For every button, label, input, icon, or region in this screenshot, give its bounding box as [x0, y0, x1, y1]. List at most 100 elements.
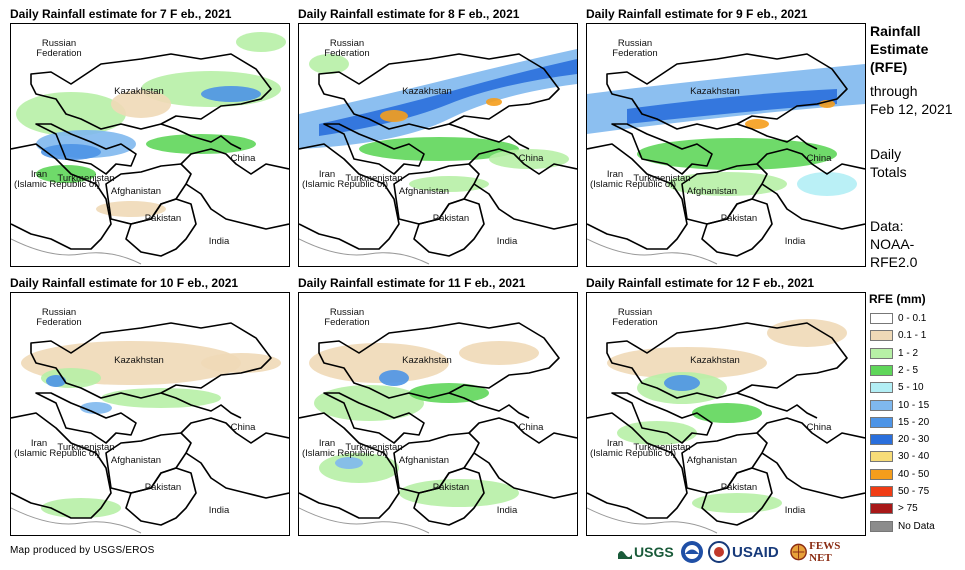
map-panel-feb9: Russian Federation Kazakhstan Turkmenistan I…: [586, 23, 866, 267]
label-russia: Federation: [36, 317, 82, 328]
rainfall-area: [745, 119, 769, 129]
usaid-seal-icon: [708, 541, 730, 563]
label-china: China: [806, 422, 832, 433]
country-border: [413, 198, 485, 257]
label-iran: Iran: [318, 169, 336, 180]
fewsnet-text: FEWS NET: [809, 540, 841, 564]
legend-swatch: [870, 451, 893, 463]
coastline: [587, 507, 718, 534]
legend-label: 0.1 - 1: [898, 330, 927, 342]
label-pakistan: Pakistan: [432, 213, 470, 224]
country-border: [413, 467, 485, 526]
rainfall-area: [797, 172, 857, 196]
side-through: through: [870, 83, 918, 99]
country-border: [468, 148, 577, 175]
rainfall-area: [692, 493, 782, 513]
label-iran: Iran: [30, 169, 48, 180]
country-border: [318, 322, 560, 399]
label-iran: Iran: [606, 169, 624, 180]
map-credit: Map produced by USGS/EROS: [10, 545, 155, 556]
side-title-estimate: Estimate: [870, 41, 929, 57]
panel-title-feb7: Daily Rainfall estimate for 7 F eb., 202…: [10, 7, 232, 21]
side-rfe2: RFE2.0: [870, 254, 918, 270]
label-kazakhstan: Kazakhstan: [114, 86, 164, 97]
legend-label: 0 - 0.1: [898, 313, 927, 324]
country-border: [125, 467, 197, 526]
rainfall-area: [201, 86, 261, 102]
panel-title-feb9: Daily Rainfall estimate for 9 F eb., 202…: [586, 7, 808, 21]
label-iran: (Islamic Republic of): [13, 448, 101, 459]
country-border: [587, 143, 688, 250]
label-russia: Federation: [324, 317, 370, 328]
legend-item: No Data: [870, 520, 965, 534]
legend-item: 10 - 15: [870, 399, 965, 413]
rainfall-area: [399, 479, 519, 507]
rainfall-area: [380, 110, 408, 122]
side-title-rfe: (RFE): [870, 59, 908, 75]
country-border: [323, 123, 425, 175]
label-russia: Federation: [324, 48, 370, 59]
legend-label: 1 - 2: [898, 347, 919, 359]
legend-label: 40 - 50: [898, 468, 930, 480]
side-data: Data:: [870, 218, 904, 234]
map-panel-feb8: Russian Federation Kazakhstan Turkmenistan I…: [298, 23, 578, 267]
rainfall-area: [667, 172, 787, 196]
rainfall-area: [637, 138, 837, 170]
legend-label: 50 - 75: [898, 486, 930, 497]
label-afghanistan: Afghanistan: [110, 455, 162, 466]
country-border: [30, 53, 272, 130]
label-iran: Iran: [30, 438, 48, 449]
label-china: China: [806, 153, 832, 164]
label-kazakhstan: Kazakhstan: [402, 355, 452, 366]
label-iran: (Islamic Republic of): [589, 448, 677, 459]
rainfall-area: [101, 388, 221, 408]
label-india: India: [784, 505, 806, 516]
country-border: [30, 322, 272, 399]
label-india: India: [208, 236, 230, 247]
rainfall-area: [664, 375, 700, 391]
label-china: China: [230, 422, 256, 433]
label-iran: (Islamic Republic of): [589, 179, 677, 190]
legend-label: 2 - 5: [898, 364, 919, 376]
legend-item: 50 - 75: [870, 485, 965, 499]
label-pakistan: Pakistan: [144, 482, 182, 493]
rainfall-area: [16, 92, 126, 136]
side-noaa: NOAA-: [870, 236, 915, 252]
country-border: [160, 392, 242, 419]
agency-logos: USGS USAID FEWS NET: [618, 538, 863, 566]
label-china: China: [230, 153, 256, 164]
label-russia: Russian: [41, 38, 77, 49]
label-russia: Russian: [617, 307, 653, 318]
rainfall-map-graphic: [587, 53, 865, 265]
map-panel-feb11: Russian Federation Kazakhstan Turkmenistan I…: [298, 292, 578, 536]
side-daily: Daily: [870, 146, 902, 162]
side-totals: Totals: [870, 164, 907, 180]
noaa-seal-icon: [681, 541, 703, 563]
rainfall-area: [111, 90, 171, 118]
rainfall-area: [41, 498, 121, 518]
label-russia: Federation: [36, 48, 82, 59]
country-border: [736, 123, 818, 150]
label-turkmenistan: Turkmenistan: [345, 173, 403, 184]
label-afghanistan: Afghanistan: [398, 186, 450, 197]
country-border: [318, 53, 560, 130]
legend-swatch: [870, 486, 893, 497]
country-border: [701, 198, 773, 257]
country-border: [448, 123, 530, 150]
rainfall-area: [146, 134, 256, 154]
rainfall-area: [309, 54, 349, 74]
label-turkmenistan: Turkmenistan: [633, 173, 691, 184]
usgs-logo: USGS: [618, 538, 678, 566]
legend-swatch: [870, 313, 893, 324]
coastline: [587, 238, 718, 265]
legend-item: 0.1 - 1: [870, 329, 965, 343]
label-russia: Federation: [612, 48, 658, 59]
coastline: [299, 507, 430, 534]
usgs-wave-icon: [618, 551, 632, 559]
label-turkmenistan: Turkmenistan: [57, 442, 115, 453]
legend-item: 20 - 30: [870, 433, 965, 447]
label-india: India: [496, 236, 518, 247]
country-border: [468, 417, 577, 444]
legend-swatch: [870, 399, 893, 411]
label-russia: Russian: [329, 307, 365, 318]
